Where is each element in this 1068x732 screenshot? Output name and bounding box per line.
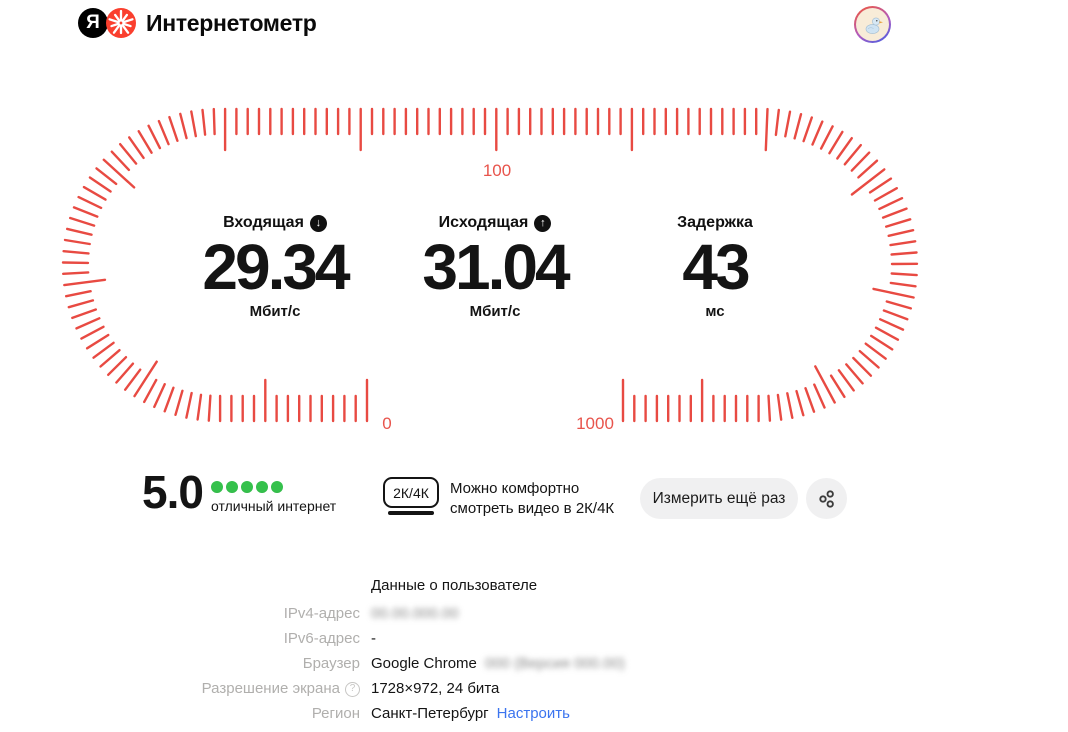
ipv6-label: IPv6-адрес <box>283 630 360 647</box>
yandex-logo-icon: Я <box>78 8 108 38</box>
rating-dot <box>211 481 223 493</box>
latency-unit: мс <box>705 303 725 320</box>
share-icon <box>819 489 834 508</box>
region-name: Санкт-Петербург <box>371 705 489 722</box>
rating-caption: отличный интернет <box>211 498 337 514</box>
internetometer-logo-icon <box>106 8 136 38</box>
video-quality-text: Можно комфортно смотреть видео в 2К/4К <box>450 479 614 519</box>
latency-label: Задержка <box>677 214 753 231</box>
stat-outgoing: Исходящая ↑ 31.04 Мбит/с <box>385 212 605 320</box>
region-label: Регион <box>311 705 360 722</box>
incoming-value: 29.34 <box>202 231 350 303</box>
incoming-label: Входящая <box>223 214 304 231</box>
browser-label: Браузер <box>302 655 360 672</box>
outgoing-unit: Мбит/с <box>469 303 521 320</box>
download-arrow-icon: ↓ <box>309 214 327 232</box>
upload-arrow-icon: ↑ <box>534 214 552 232</box>
rating-dot <box>226 481 238 493</box>
incoming-unit: Мбит/с <box>249 303 301 320</box>
speed-gauge: 100 0 1000 <box>61 107 919 433</box>
ipv4-value: 00.00.000.00 <box>371 606 860 622</box>
rating-dot <box>256 481 268 493</box>
screen-resolution-label-text: Разрешение экрана <box>201 680 340 697</box>
user-avatar[interactable] <box>854 6 891 43</box>
browser-version-redacted: 000 (Версия 000.00) <box>484 655 625 672</box>
stat-latency-label-row: Задержка <box>605 212 825 234</box>
user-data-heading: Данные о пользователе <box>371 577 538 594</box>
tv-screen-icon: 2К/4К <box>383 477 439 508</box>
browser-name: Google Chrome <box>371 655 477 672</box>
gauge-ticks: 1000 1000 <box>61 107 919 433</box>
ipv4-label: IPv4-адрес <box>283 605 360 622</box>
stat-latency: Задержка 43 мс <box>605 212 825 320</box>
region-configure-link[interactable]: Настроить <box>496 705 570 722</box>
rating-dots <box>211 481 336 494</box>
video-quality-line1: Можно комфортно <box>450 480 580 497</box>
outgoing-label: Исходящая <box>438 214 529 231</box>
region-value: Санкт-Петербург Настроить <box>371 706 860 722</box>
video-quality-line2: смотреть видео в 2К/4К <box>450 500 615 517</box>
user-data-section: Данные о пользователе IPv4-адрес 00.00.0… <box>0 577 860 722</box>
rating-score: 5.0 <box>142 466 204 518</box>
stat-incoming: Входящая ↓ 29.34 Мбит/с <box>165 212 385 320</box>
gauge-label-1000: 1000 <box>576 414 614 433</box>
outgoing-value: 31.04 <box>422 231 570 303</box>
rating-dot <box>241 481 253 493</box>
ipv4-value-redacted: 00.00.000.00 <box>371 605 459 622</box>
stat-incoming-label-row: Входящая ↓ <box>165 212 385 234</box>
measure-again-button[interactable]: Измерить ещё раз <box>640 478 798 519</box>
app-logo[interactable]: Я Интернетометр <box>78 8 317 38</box>
ipv6-value: - <box>371 630 376 647</box>
latency-value: 43 <box>682 231 750 303</box>
stat-outgoing-label-row: Исходящая ↑ <box>385 212 605 234</box>
screen-resolution-value: 1728×972, 24 бита <box>371 680 500 697</box>
gauge-label-100: 100 <box>483 161 511 180</box>
share-button[interactable] <box>806 478 847 519</box>
gauge-label-0: 0 <box>382 414 391 433</box>
page-title: Интернетометр <box>146 9 317 36</box>
tv-stand-icon <box>388 511 434 515</box>
user-data-grid: IPv4-адрес 00.00.000.00 IPv6-адрес - Бра… <box>0 606 860 722</box>
video-quality-badge: 2К/4К <box>383 477 439 515</box>
rating-block: отличный интернет <box>211 481 336 514</box>
screen-resolution-label: Разрешение экрана ? <box>0 681 360 697</box>
browser-value: Google Chrome 000 (Версия 000.00) <box>371 656 860 672</box>
duck-avatar-icon <box>856 8 889 41</box>
help-icon[interactable]: ? <box>345 681 360 697</box>
rating-dot <box>271 481 283 493</box>
